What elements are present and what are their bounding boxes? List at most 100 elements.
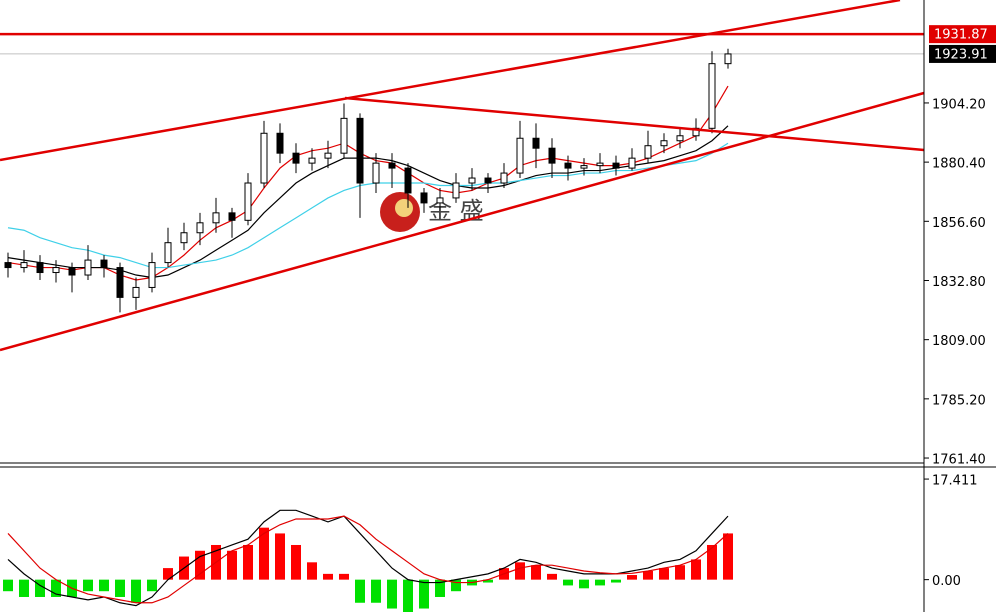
candle-body	[244, 182, 252, 221]
candle-body	[68, 267, 76, 276]
candle-body	[580, 165, 588, 169]
candle-body	[276, 132, 284, 154]
y-tick-label: 17.411	[932, 474, 978, 489]
histogram-bar	[451, 579, 461, 592]
candle-body	[596, 162, 604, 167]
candle-body	[388, 162, 396, 169]
histogram-bar	[547, 573, 557, 580]
histogram-bar	[163, 568, 173, 580]
candle-body	[84, 259, 92, 276]
y-tick-label: 1880.40	[932, 157, 986, 172]
histogram-bar	[3, 579, 13, 592]
candle-body	[4, 262, 12, 269]
candle-body	[212, 212, 220, 224]
histogram-bar	[675, 565, 685, 580]
histogram-bar	[83, 579, 93, 592]
candle-body	[564, 162, 572, 169]
price-marker-label: 1923.91	[934, 47, 988, 62]
candle-body	[164, 242, 172, 264]
logo-inner	[395, 199, 413, 217]
histogram-bar	[259, 527, 269, 580]
histogram-bar	[371, 579, 381, 603]
y-tick-label: 1832.80	[932, 275, 986, 290]
histogram-bar	[275, 533, 285, 580]
histogram-bar	[659, 568, 669, 580]
candle-body	[116, 267, 124, 298]
indicator-line	[7, 142, 729, 269]
candle-body	[516, 137, 524, 174]
candle-body	[180, 232, 188, 244]
candle-body	[724, 53, 732, 65]
candle-body	[468, 177, 476, 184]
candle-body	[612, 162, 620, 169]
y-tick-label: 1856.60	[932, 216, 986, 231]
histogram-bar	[579, 579, 589, 589]
histogram-bar	[35, 579, 45, 597]
candle-body	[676, 135, 684, 142]
indicator-line	[7, 515, 729, 604]
y-tick-label: 0.00	[932, 574, 961, 589]
candle-body	[484, 177, 492, 184]
histogram-bar	[99, 579, 109, 592]
histogram-bar	[483, 579, 493, 583]
candle-body	[228, 212, 236, 221]
candle-body	[292, 152, 300, 164]
trendline	[344, 96, 925, 152]
candle-body	[708, 63, 716, 129]
candle-body	[436, 197, 444, 204]
histogram-bar	[419, 579, 429, 609]
histogram-bar	[355, 579, 365, 603]
candle-body	[452, 182, 460, 199]
y-tick-label: 1809.00	[932, 334, 986, 349]
histogram-bar	[723, 533, 733, 580]
candle-body	[356, 117, 364, 184]
histogram-bar	[643, 570, 653, 580]
price-marker	[929, 44, 996, 63]
histogram-bar	[339, 573, 349, 580]
histogram-bar	[515, 562, 525, 580]
axis-labels: 1761.40 1785.20 1809.00 1832.80 1856.60 1880.…	[924, 25, 996, 589]
indicator-line	[7, 85, 729, 281]
price-marker	[929, 25, 996, 44]
histogram-bar	[19, 579, 29, 597]
macd-panel	[3, 509, 733, 612]
histogram-bar	[595, 579, 605, 586]
histogram-bar	[147, 579, 157, 592]
histogram-bar	[435, 579, 445, 597]
trendlines	[0, 0, 925, 352]
histogram-bar	[51, 579, 61, 597]
candle-body	[324, 152, 332, 159]
y-tick-label: 1761.40	[932, 453, 986, 468]
candle-body	[260, 132, 268, 184]
y-tick-label: 1904.20	[932, 97, 986, 112]
candle-body	[100, 259, 108, 269]
histogram-bar	[115, 579, 125, 597]
candle-body	[340, 117, 348, 154]
candle-body	[308, 157, 316, 164]
histogram-bar	[131, 579, 141, 603]
candle-body	[548, 147, 556, 164]
candle-body	[644, 145, 652, 159]
histogram-bar	[627, 575, 637, 580]
histogram-bar	[611, 579, 621, 583]
trendline	[0, 0, 901, 162]
candle-body	[52, 267, 60, 274]
histogram-bar	[387, 579, 397, 609]
candle-body	[148, 262, 156, 288]
histogram-bar	[243, 544, 253, 580]
candle-body	[420, 192, 428, 204]
candle-body	[132, 286, 140, 298]
histogram-bar	[707, 544, 717, 580]
candle-body	[196, 222, 204, 234]
candle-body	[372, 162, 380, 184]
histogram-bar	[307, 562, 317, 580]
candle-body	[36, 262, 44, 274]
histogram-bar	[323, 573, 333, 580]
candle-body	[628, 157, 636, 169]
candle-body	[20, 262, 28, 269]
histogram-bar	[403, 579, 413, 612]
candle-body	[404, 167, 412, 194]
